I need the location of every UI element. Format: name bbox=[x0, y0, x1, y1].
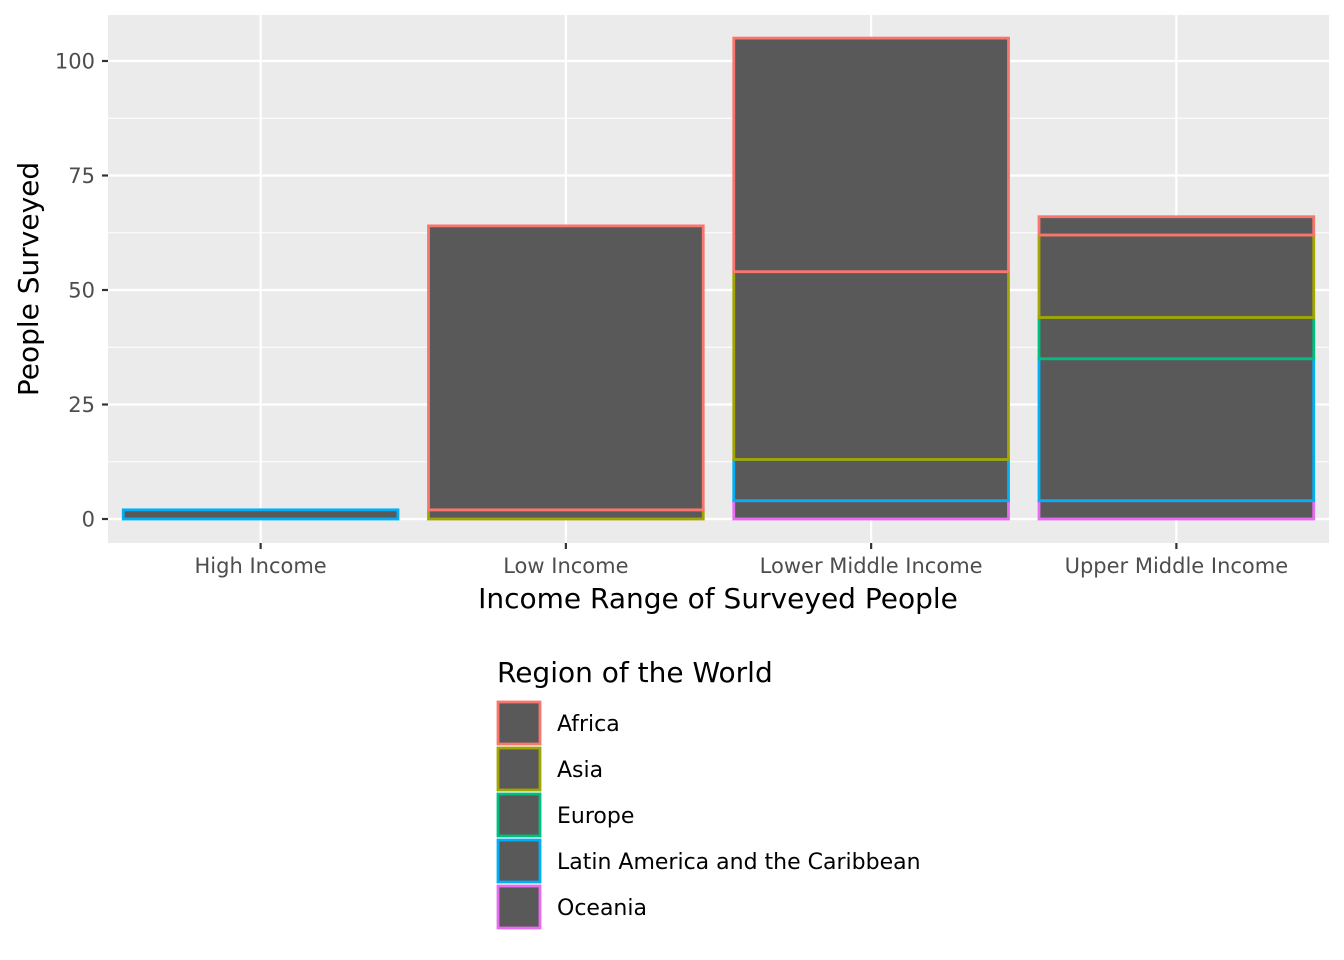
x-tick-label: Lower Middle Income bbox=[760, 554, 983, 578]
y-tick-label: 50 bbox=[68, 279, 95, 303]
bar-segment bbox=[732, 458, 1010, 503]
x-axis-title: Income Range of Surveyed People bbox=[478, 582, 958, 615]
y-tick-label: 0 bbox=[82, 508, 95, 532]
y-axis-title: People Surveyed bbox=[12, 162, 45, 396]
legend-key bbox=[496, 884, 542, 930]
legend-label: Asia bbox=[557, 758, 603, 783]
bar-segment bbox=[1037, 215, 1316, 237]
x-tick-label: Upper Middle Income bbox=[1065, 554, 1289, 578]
bar-segment bbox=[1037, 357, 1316, 503]
bar-segment bbox=[121, 508, 400, 521]
bar-segment bbox=[732, 270, 1010, 461]
legend-label: Europe bbox=[557, 804, 634, 829]
bar-segment bbox=[1037, 233, 1316, 319]
legend: Africa Asia Europe Latin America and the Ca… bbox=[496, 700, 921, 930]
y-tick-label: 75 bbox=[68, 164, 95, 188]
y-tick-label: 100 bbox=[55, 50, 95, 74]
axes: 0 25 50 75 100 High Income Low Income Lower Mid… bbox=[55, 50, 1288, 579]
bar-segment bbox=[1037, 499, 1316, 521]
legend-key bbox=[496, 792, 542, 838]
x-tick-label: Low Income bbox=[503, 554, 628, 578]
bar-segment bbox=[427, 224, 705, 512]
legend-label: Africa bbox=[557, 712, 620, 737]
x-tick-label: High Income bbox=[195, 554, 327, 578]
legend-key bbox=[496, 746, 542, 792]
bar-segment bbox=[1037, 316, 1316, 361]
y-tick-label: 25 bbox=[68, 393, 95, 417]
legend-key bbox=[496, 700, 542, 746]
legend-label: Latin America and the Caribbean bbox=[557, 850, 921, 875]
legend-key bbox=[496, 838, 542, 884]
bar-segment bbox=[732, 36, 1010, 274]
bar-segment bbox=[732, 499, 1010, 521]
bars bbox=[121, 36, 1316, 521]
legend-title: Region of the World bbox=[497, 656, 773, 689]
legend-label: Oceania bbox=[557, 896, 647, 921]
